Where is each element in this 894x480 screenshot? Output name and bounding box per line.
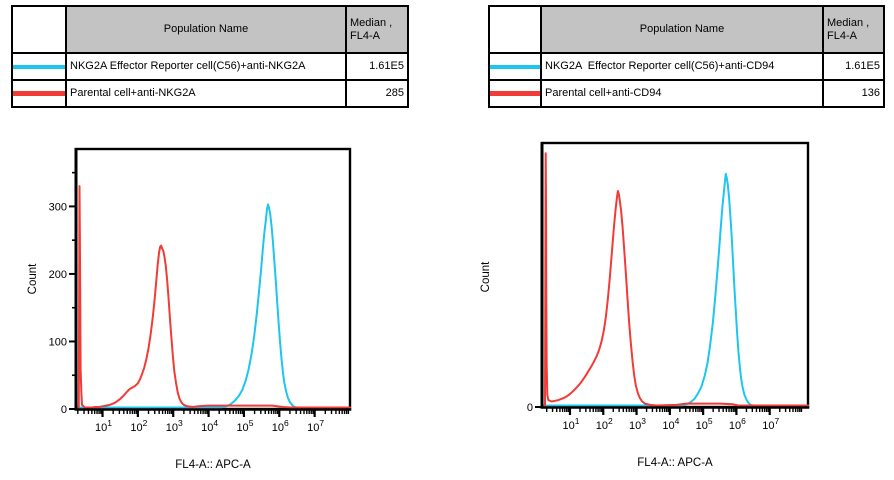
- effector-series-swatch: [491, 64, 539, 69]
- legend-row-parental: Parental cell+anti-CD94 136: [488, 79, 885, 108]
- right-y-tick-label-0: 0: [527, 402, 533, 414]
- median-header-line1: Median ,: [350, 16, 393, 29]
- median-header-line2: FL4-A: [350, 29, 380, 42]
- median-header: Median , FL4-A: [822, 5, 885, 54]
- median-header: Median , FL4-A: [345, 5, 409, 54]
- right-parental-curve: [544, 152, 809, 407]
- legend-row-parental: Parental cell+anti-NKG2A 285: [11, 79, 409, 108]
- legend-header-row: Population Name Median , FL4-A: [488, 5, 885, 54]
- left-y-tick-label-300: 300: [49, 201, 67, 213]
- left-plot-frame: [74, 147, 352, 411]
- median-value: 285: [345, 79, 409, 108]
- population-name-header: Population Name: [65, 5, 347, 54]
- left-x-tick-label-10e1: 101: [95, 418, 112, 434]
- right-x-tick-label-10e2: 102: [596, 416, 613, 432]
- left-x-axis-label: FL4-A:: APC-A: [175, 459, 251, 471]
- left-x-tick-label-10e6: 106: [272, 418, 289, 434]
- left-y-axis-label: Count: [27, 263, 39, 294]
- legend-row-effector: NKG2A Effector Reporter cell(C56)+anti-N…: [11, 52, 409, 81]
- median-value: 136: [822, 79, 885, 108]
- population-name: Parental cell+anti-CD94: [540, 79, 824, 108]
- right-x-tick-label-10e3: 103: [629, 416, 646, 432]
- parental-series-swatch: [14, 91, 64, 96]
- legend-table-left: Population Name Median , FL4-A NKG2A Eff…: [11, 5, 409, 108]
- right-x-tick-label-10e7: 107: [762, 416, 779, 432]
- legend-header-row: Population Name Median , FL4-A: [11, 5, 409, 54]
- swatch-cell: [488, 52, 542, 81]
- population-name: Parental cell+anti-NKG2A: [65, 79, 347, 108]
- swatch-cell: [488, 79, 542, 108]
- right-x-tick-label-10e6: 106: [729, 416, 746, 432]
- legend-table: Population Name Median , FL4-A NKG2A Eff…: [488, 5, 885, 108]
- left-y-tick-label-0: 0: [61, 404, 67, 416]
- legend-table: Population Name Median , FL4-A NKG2A Eff…: [11, 5, 409, 108]
- left-x-tick-label-10e2: 102: [130, 418, 147, 434]
- right-plot-frame: [540, 141, 810, 409]
- left-parental-curve: [77, 185, 351, 409]
- median-value: 1.61E5: [345, 52, 409, 81]
- swatch-cell: [11, 79, 67, 108]
- right-x-axis-label: FL4-A:: APC-A: [637, 457, 713, 469]
- population-name-header: Population Name: [540, 5, 824, 54]
- left-y-tick-label-200: 200: [49, 269, 67, 281]
- right-x-tick-label-10e5: 105: [696, 416, 713, 432]
- swatch-header-cell: [488, 5, 542, 54]
- median-value: 1.61E5: [822, 52, 885, 81]
- left-y-tick-label-100: 100: [49, 336, 67, 348]
- left-x-tick-label-10e5: 105: [236, 418, 253, 434]
- right-y-axis-label: Count: [480, 261, 492, 292]
- left-effector-curve: [75, 203, 351, 409]
- left-x-tick-label-10e7: 107: [307, 418, 324, 434]
- left-x-tick-label-10e3: 103: [166, 418, 183, 434]
- median-header-line1: Median ,: [827, 16, 870, 29]
- legend-table-right: Population Name Median , FL4-A NKG2A Eff…: [488, 5, 885, 108]
- effector-series-swatch: [14, 64, 64, 69]
- right-x-tick-label-10e1: 101: [562, 416, 579, 432]
- population-name: NKG2A Effector Reporter cell(C56)+anti-N…: [65, 52, 347, 81]
- parental-series-swatch: [491, 91, 539, 96]
- left-x-tick-label-10e4: 104: [201, 418, 218, 434]
- legend-row-effector: NKG2A Effector Reporter cell(C56)+anti-C…: [488, 52, 885, 81]
- median-header-line2: FL4-A: [827, 29, 857, 42]
- right-effector-curve: [541, 172, 809, 407]
- right-x-tick-label-10e4: 104: [662, 416, 679, 432]
- swatch-cell: [11, 52, 67, 81]
- population-name: NKG2A Effector Reporter cell(C56)+anti-C…: [540, 52, 824, 81]
- swatch-header-cell: [11, 5, 67, 54]
